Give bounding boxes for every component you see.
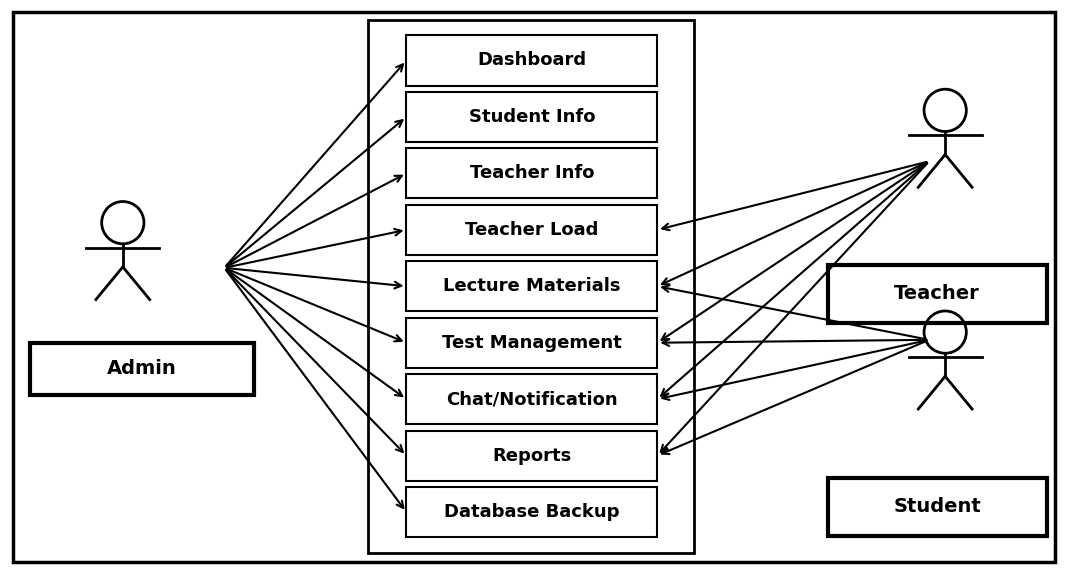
Text: Database Backup: Database Backup	[444, 503, 619, 521]
FancyBboxPatch shape	[368, 20, 694, 553]
FancyBboxPatch shape	[13, 12, 1055, 562]
Text: Teacher Info: Teacher Info	[470, 164, 594, 183]
FancyBboxPatch shape	[406, 92, 657, 142]
Text: Student Info: Student Info	[469, 108, 595, 126]
FancyBboxPatch shape	[406, 487, 657, 537]
FancyBboxPatch shape	[406, 205, 657, 255]
Text: Teacher Load: Teacher Load	[466, 221, 598, 239]
Text: Lecture Materials: Lecture Materials	[443, 277, 621, 295]
Text: Student: Student	[893, 498, 981, 516]
FancyBboxPatch shape	[406, 36, 657, 86]
FancyBboxPatch shape	[828, 478, 1047, 536]
FancyBboxPatch shape	[828, 265, 1047, 323]
FancyBboxPatch shape	[406, 318, 657, 368]
Text: Teacher: Teacher	[894, 285, 980, 303]
Text: Admin: Admin	[107, 359, 177, 378]
FancyBboxPatch shape	[406, 431, 657, 480]
FancyBboxPatch shape	[406, 149, 657, 198]
Text: Dashboard: Dashboard	[477, 51, 586, 70]
FancyBboxPatch shape	[30, 343, 254, 395]
FancyBboxPatch shape	[406, 374, 657, 424]
Text: Reports: Reports	[492, 446, 571, 465]
FancyBboxPatch shape	[406, 262, 657, 311]
Text: Chat/Notification: Chat/Notification	[446, 390, 617, 408]
Text: Test Management: Test Management	[442, 334, 622, 352]
